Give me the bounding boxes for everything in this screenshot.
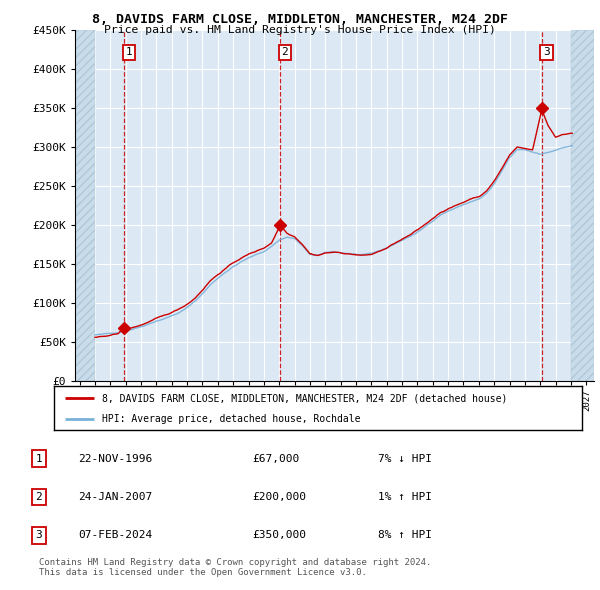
Text: 24-JAN-2007: 24-JAN-2007 xyxy=(78,492,152,502)
Text: Price paid vs. HM Land Registry's House Price Index (HPI): Price paid vs. HM Land Registry's House … xyxy=(104,25,496,35)
Text: £200,000: £200,000 xyxy=(252,492,306,502)
Text: £67,000: £67,000 xyxy=(252,454,299,464)
Text: 2: 2 xyxy=(281,47,288,57)
Text: 8, DAVIDS FARM CLOSE, MIDDLETON, MANCHESTER, M24 2DF: 8, DAVIDS FARM CLOSE, MIDDLETON, MANCHES… xyxy=(92,13,508,26)
Text: 1: 1 xyxy=(125,47,132,57)
Text: 2: 2 xyxy=(35,492,43,502)
Text: HPI: Average price, detached house, Rochdale: HPI: Average price, detached house, Roch… xyxy=(101,414,360,424)
Text: 22-NOV-1996: 22-NOV-1996 xyxy=(78,454,152,464)
Bar xyxy=(571,30,594,381)
Text: 3: 3 xyxy=(543,47,550,57)
Bar xyxy=(75,30,95,381)
Text: 1% ↑ HPI: 1% ↑ HPI xyxy=(378,492,432,502)
Text: £350,000: £350,000 xyxy=(252,530,306,540)
Text: 7% ↓ HPI: 7% ↓ HPI xyxy=(378,454,432,464)
Text: 1: 1 xyxy=(35,454,43,464)
Text: 8, DAVIDS FARM CLOSE, MIDDLETON, MANCHESTER, M24 2DF (detached house): 8, DAVIDS FARM CLOSE, MIDDLETON, MANCHES… xyxy=(101,393,507,403)
Text: 8% ↑ HPI: 8% ↑ HPI xyxy=(378,530,432,540)
Text: Contains HM Land Registry data © Crown copyright and database right 2024.
This d: Contains HM Land Registry data © Crown c… xyxy=(39,558,431,577)
Text: 07-FEB-2024: 07-FEB-2024 xyxy=(78,530,152,540)
Text: 3: 3 xyxy=(35,530,43,540)
